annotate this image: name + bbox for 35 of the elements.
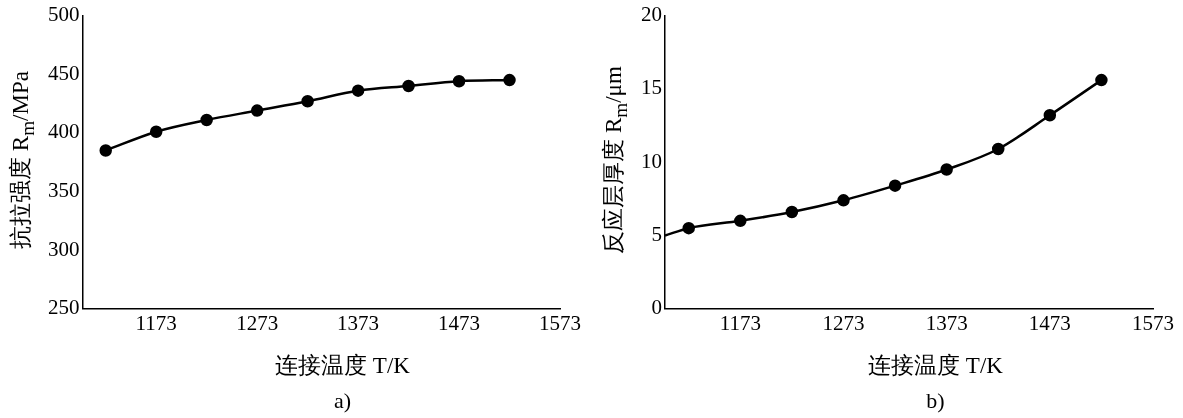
x-tick-label: 1573 — [1132, 310, 1174, 335]
x-tick-label: 1273 — [236, 310, 279, 335]
point — [250, 104, 264, 117]
y-tick-label: 15 — [641, 75, 662, 100]
point — [452, 75, 466, 88]
y-tick-label: 450 — [48, 60, 80, 85]
y-tick-label: 300 — [48, 236, 80, 261]
x-tick-label: 1473 — [1028, 310, 1071, 335]
x-tick-label: 1273 — [822, 310, 865, 335]
y-tick-label: 0 — [651, 295, 662, 320]
y-tick-label: 350 — [48, 178, 80, 203]
x-tick-label: 1173 — [135, 310, 177, 335]
y-tick-label: 20 — [641, 2, 662, 27]
x-tick-label: 1373 — [925, 310, 968, 335]
y-tick-label: 400 — [48, 119, 80, 144]
y-tick-label: 10 — [641, 148, 662, 173]
point — [351, 84, 365, 97]
text: b) — [925, 388, 946, 414]
point — [200, 113, 213, 127]
x-axis-title: 连接温度 T/K — [867, 352, 1004, 380]
x-tick-label: 1173 — [719, 310, 761, 335]
y-tick-label: 250 — [48, 295, 80, 320]
text: a) — [332, 388, 353, 414]
point — [1095, 73, 1108, 87]
x-axis-title: 连接温度 T/K — [274, 352, 411, 380]
point — [301, 94, 314, 108]
y-tick-label: 500 — [48, 2, 80, 27]
x-tick-label: 1373 — [337, 310, 380, 335]
x-tick-label: 1573 — [539, 310, 581, 335]
point — [503, 73, 516, 87]
point — [149, 125, 163, 138]
point — [99, 144, 112, 157]
x-tick-label: 1473 — [438, 310, 481, 335]
point — [402, 79, 415, 93]
y-tick-label: 5 — [651, 222, 662, 247]
